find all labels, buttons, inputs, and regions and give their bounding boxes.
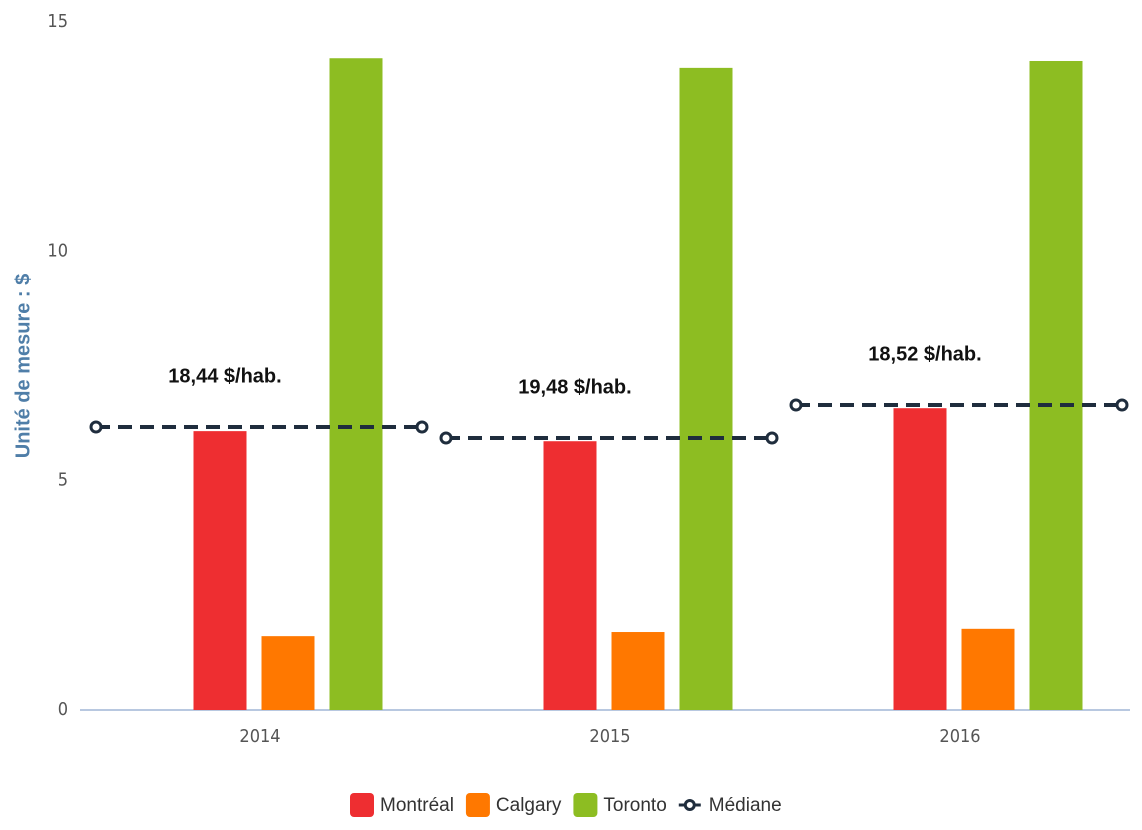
bar	[893, 408, 947, 710]
median-marker	[415, 420, 429, 434]
median-marker	[765, 431, 779, 445]
legend-symbol	[465, 793, 490, 817]
legend-symbol	[573, 793, 598, 817]
x-tick-label: 2014	[239, 726, 280, 747]
legend-label: Montréal	[380, 795, 454, 816]
x-tick-label: 2016	[939, 726, 980, 747]
median-marker	[1115, 398, 1129, 412]
bar	[679, 67, 733, 710]
legend-symbol	[350, 793, 374, 817]
bar	[543, 441, 597, 710]
median-marker	[89, 420, 103, 434]
legend-label: Médiane	[709, 795, 782, 816]
median-marker	[789, 398, 803, 412]
bar	[261, 636, 315, 710]
y-tick-label: 15	[47, 11, 68, 32]
legend-symbol	[683, 799, 696, 811]
y-tick-label: 0	[58, 699, 68, 720]
x-tick-label: 2015	[589, 726, 630, 747]
legend-label: Calgary	[496, 795, 562, 816]
annotation: 19,48 $/hab.	[518, 376, 631, 398]
y-tick-label: 5	[58, 470, 68, 491]
annotation: 18,44 $/hab.	[168, 365, 281, 387]
y-tick-label: 10	[47, 240, 68, 261]
legend-label: Toronto	[603, 795, 666, 816]
bar	[193, 431, 247, 710]
bar	[1029, 60, 1083, 710]
bar	[961, 628, 1015, 710]
y-axis-label: Unité de mesure : $	[12, 274, 34, 459]
bar	[329, 58, 383, 710]
bar	[611, 632, 665, 710]
median-marker	[439, 431, 453, 445]
annotation: 18,52 $/hab.	[868, 343, 981, 365]
